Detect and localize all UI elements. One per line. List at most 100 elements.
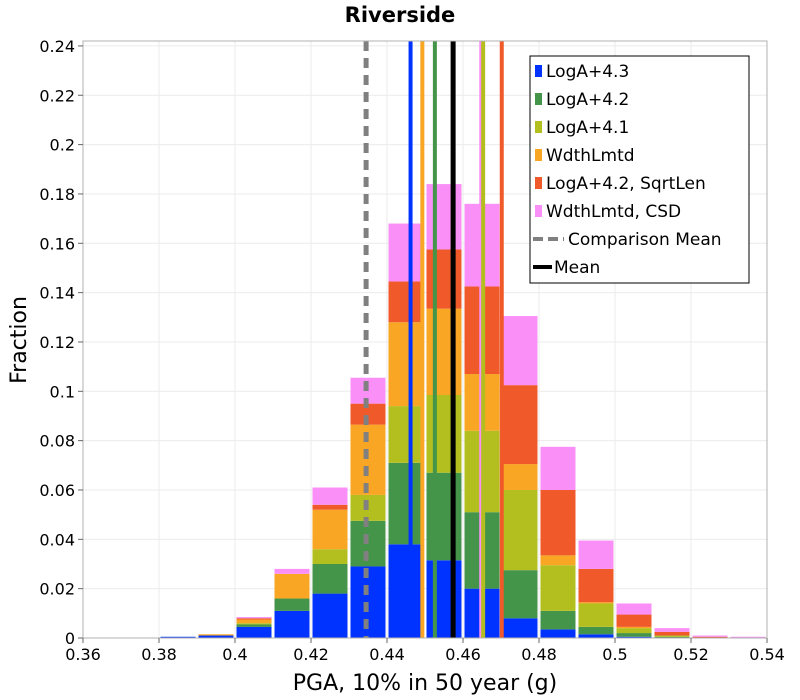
bar-segment [312, 563, 348, 594]
x-axis-label: PGA, 10% in 50 year (g) [293, 671, 557, 696]
y-tick-label: 0 [65, 629, 75, 648]
legend-box [529, 55, 750, 284]
bar-segment [616, 603, 652, 615]
bar-segment [312, 509, 348, 550]
bar-segment [426, 560, 462, 638]
bar-segment [502, 464, 538, 490]
bar-segment [236, 619, 272, 624]
bar-segment [236, 618, 272, 620]
bar-segment [654, 628, 690, 632]
bar-segment [502, 489, 538, 571]
y-axis-label: Fraction [7, 296, 32, 384]
bar-segment [540, 565, 576, 611]
y-tick-label: 0.24 [39, 37, 75, 56]
x-axis-ticks: 0.36 0.38 0.4 0.42 0.44 0.46 0.48 0.5 0.52 0.54 [65, 638, 785, 664]
legend-swatch [535, 205, 542, 217]
x-tick-label: 0.48 [521, 645, 557, 664]
bar-segment [578, 626, 614, 635]
bar-segment [388, 462, 424, 545]
y-tick-label: 0.04 [39, 530, 75, 549]
y-tick-label: 0.18 [39, 185, 75, 204]
bar-segment [274, 610, 310, 638]
bar-segment [198, 635, 234, 638]
bar-segment [578, 602, 614, 604]
bar-segment [274, 598, 310, 611]
x-tick-label: 0.54 [749, 645, 785, 664]
y-tick-label: 0.02 [39, 580, 75, 599]
y-tick-label: 0.16 [39, 234, 75, 253]
x-tick-label: 0.5 [602, 645, 627, 664]
legend-swatch [535, 121, 542, 133]
bar-segment [236, 623, 272, 625]
bar-segment [426, 249, 462, 309]
bar-segment [616, 633, 652, 637]
bar-segment [388, 223, 424, 282]
grid-lines [82, 41, 768, 639]
bar-segment [236, 626, 272, 638]
bar-segment [578, 634, 614, 638]
bar-segment [578, 568, 614, 603]
bar-segment [274, 573, 310, 599]
legend-label: LogA+4.2, SqrtLen [546, 174, 706, 194]
bar-segment [578, 603, 614, 627]
legend-swatch [535, 93, 542, 105]
bar-segment [540, 629, 576, 638]
legend-swatch [535, 149, 542, 161]
bar-segment [578, 540, 614, 569]
legend-swatch [535, 65, 542, 77]
bar-segment [312, 487, 348, 505]
bar-segment [274, 568, 310, 574]
bar-segment [426, 395, 462, 473]
bar-segment [692, 635, 728, 637]
legend-label: LogA+4.2 [546, 90, 629, 110]
bar-segment [160, 636, 196, 638]
y-tick-label: 0.06 [39, 481, 75, 500]
bar-segment [426, 472, 462, 561]
bar-segment [654, 635, 690, 637]
bar-segment [540, 446, 576, 490]
bar-segment [654, 631, 690, 636]
y-tick-label: 0.22 [39, 86, 75, 105]
bar-segment [502, 618, 538, 638]
bar-segment [730, 636, 766, 638]
y-tick-label: 0.08 [39, 432, 75, 451]
y-tick-label: 0.12 [39, 333, 75, 352]
legend-label: WdthLmtd [546, 146, 635, 166]
bar-segment [198, 634, 234, 636]
legend-label: Comparison Mean [568, 230, 722, 250]
bar-segment [426, 184, 462, 250]
bar-segment [540, 489, 576, 556]
bar-segment [616, 628, 652, 634]
bar-segment [616, 614, 652, 627]
bar-segment [388, 544, 424, 638]
x-tick-label: 0.36 [65, 645, 101, 664]
x-tick-label: 0.4 [222, 645, 247, 664]
bar-segment [388, 406, 424, 463]
x-tick-label: 0.46 [445, 645, 481, 664]
bar-segment [236, 624, 272, 627]
bar-segment [312, 549, 348, 564]
x-tick-label: 0.42 [293, 645, 329, 664]
legend-label: WdthLmtd, CSD [546, 202, 681, 222]
legend: LogA+4.3 LogA+4.2 LogA+4.1 WdthLmtd LogA+4.2… [529, 55, 750, 284]
bar-segment [654, 636, 690, 638]
y-tick-label: 0.2 [50, 136, 75, 155]
bar-segment [540, 555, 576, 566]
bar-segment [426, 308, 462, 396]
chart-title: Riverside [345, 3, 456, 27]
bar-segment [312, 504, 348, 510]
x-tick-label: 0.38 [141, 645, 177, 664]
bar-segment [616, 636, 652, 638]
legend-label: Mean [554, 258, 600, 278]
bar-segment [350, 403, 386, 425]
bar-segment [502, 316, 538, 386]
bar-segment [388, 322, 424, 407]
x-tick-label: 0.52 [673, 645, 709, 664]
bar-segment [236, 617, 272, 619]
bar-segment [312, 593, 348, 638]
y-tick-label: 0.1 [50, 382, 75, 401]
mean-lines [363, 41, 504, 638]
y-axis-ticks: 0 0.02 0.04 0.06 0.08 0.1 0.12 0.14 0.16 0.18 0.2 0… [39, 37, 83, 648]
legend-label: LogA+4.3 [546, 62, 629, 82]
bar-segment [388, 281, 424, 323]
